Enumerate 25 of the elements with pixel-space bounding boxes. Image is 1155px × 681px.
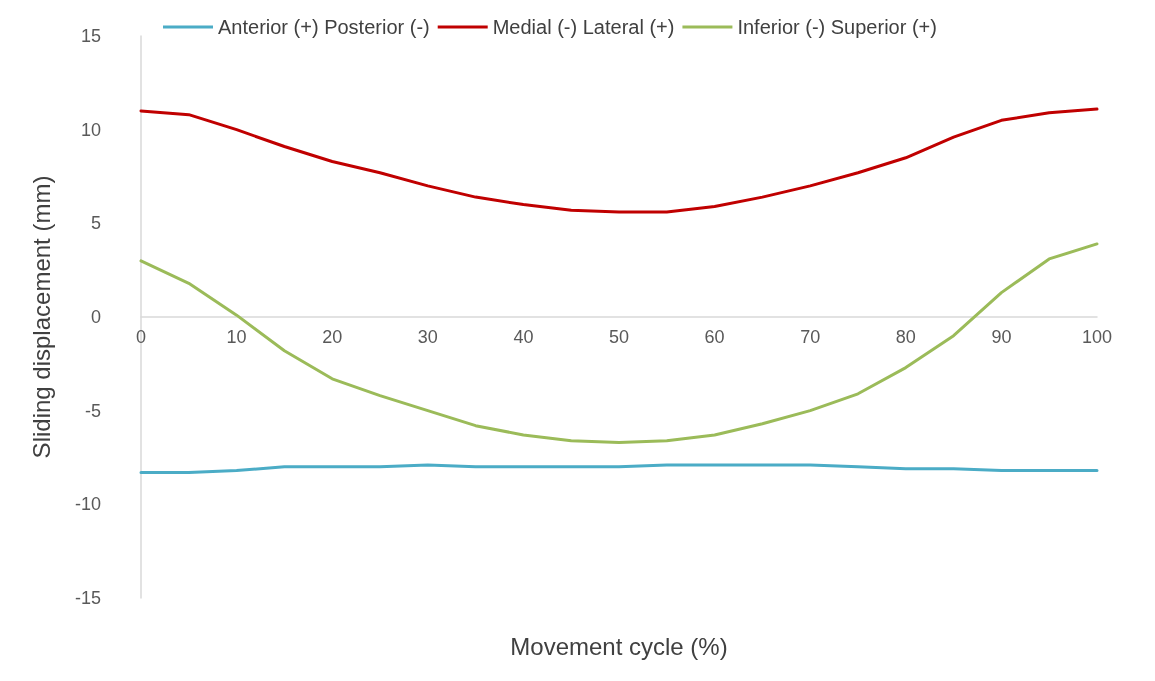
y-tick-label: -15 (74, 588, 101, 608)
y-tick-label: -10 (74, 494, 101, 515)
x-tick-label: 50 (608, 327, 630, 347)
y-tick-label: 15 (80, 26, 101, 46)
x-tick-label: 10 (226, 327, 247, 347)
y-axis-title: Sliding displacement (mm) (27, 175, 55, 459)
x-tick-label: 30 (417, 327, 438, 347)
x-tick-label: 60 (704, 327, 725, 347)
y-tick-label: 10 (80, 119, 101, 140)
y-tick-label: -5 (84, 400, 101, 421)
x-tick-label: 90 (991, 327, 1012, 347)
line-series (139, 107, 1099, 214)
x-tick-label: 80 (895, 327, 916, 347)
legend-label: Medial (-) Lateral (+) (492, 16, 675, 38)
line-series (139, 463, 1099, 474)
x-tick-label: 0 (135, 327, 147, 347)
x-tick-label: 70 (800, 327, 821, 347)
x-tick-label: 40 (513, 327, 534, 347)
y-tick-label: 5 (90, 213, 101, 234)
x-tick-label: 100 (1081, 327, 1113, 347)
x-axis-title: Movement cycle (%) (510, 632, 728, 660)
x-tick-label: 20 (322, 327, 343, 347)
y-tick-label: 0 (90, 307, 101, 327)
legend-label: Anterior (+) Posterior (-) (218, 16, 430, 38)
legend-label: Inferior (-) Superior (+) (737, 16, 937, 38)
